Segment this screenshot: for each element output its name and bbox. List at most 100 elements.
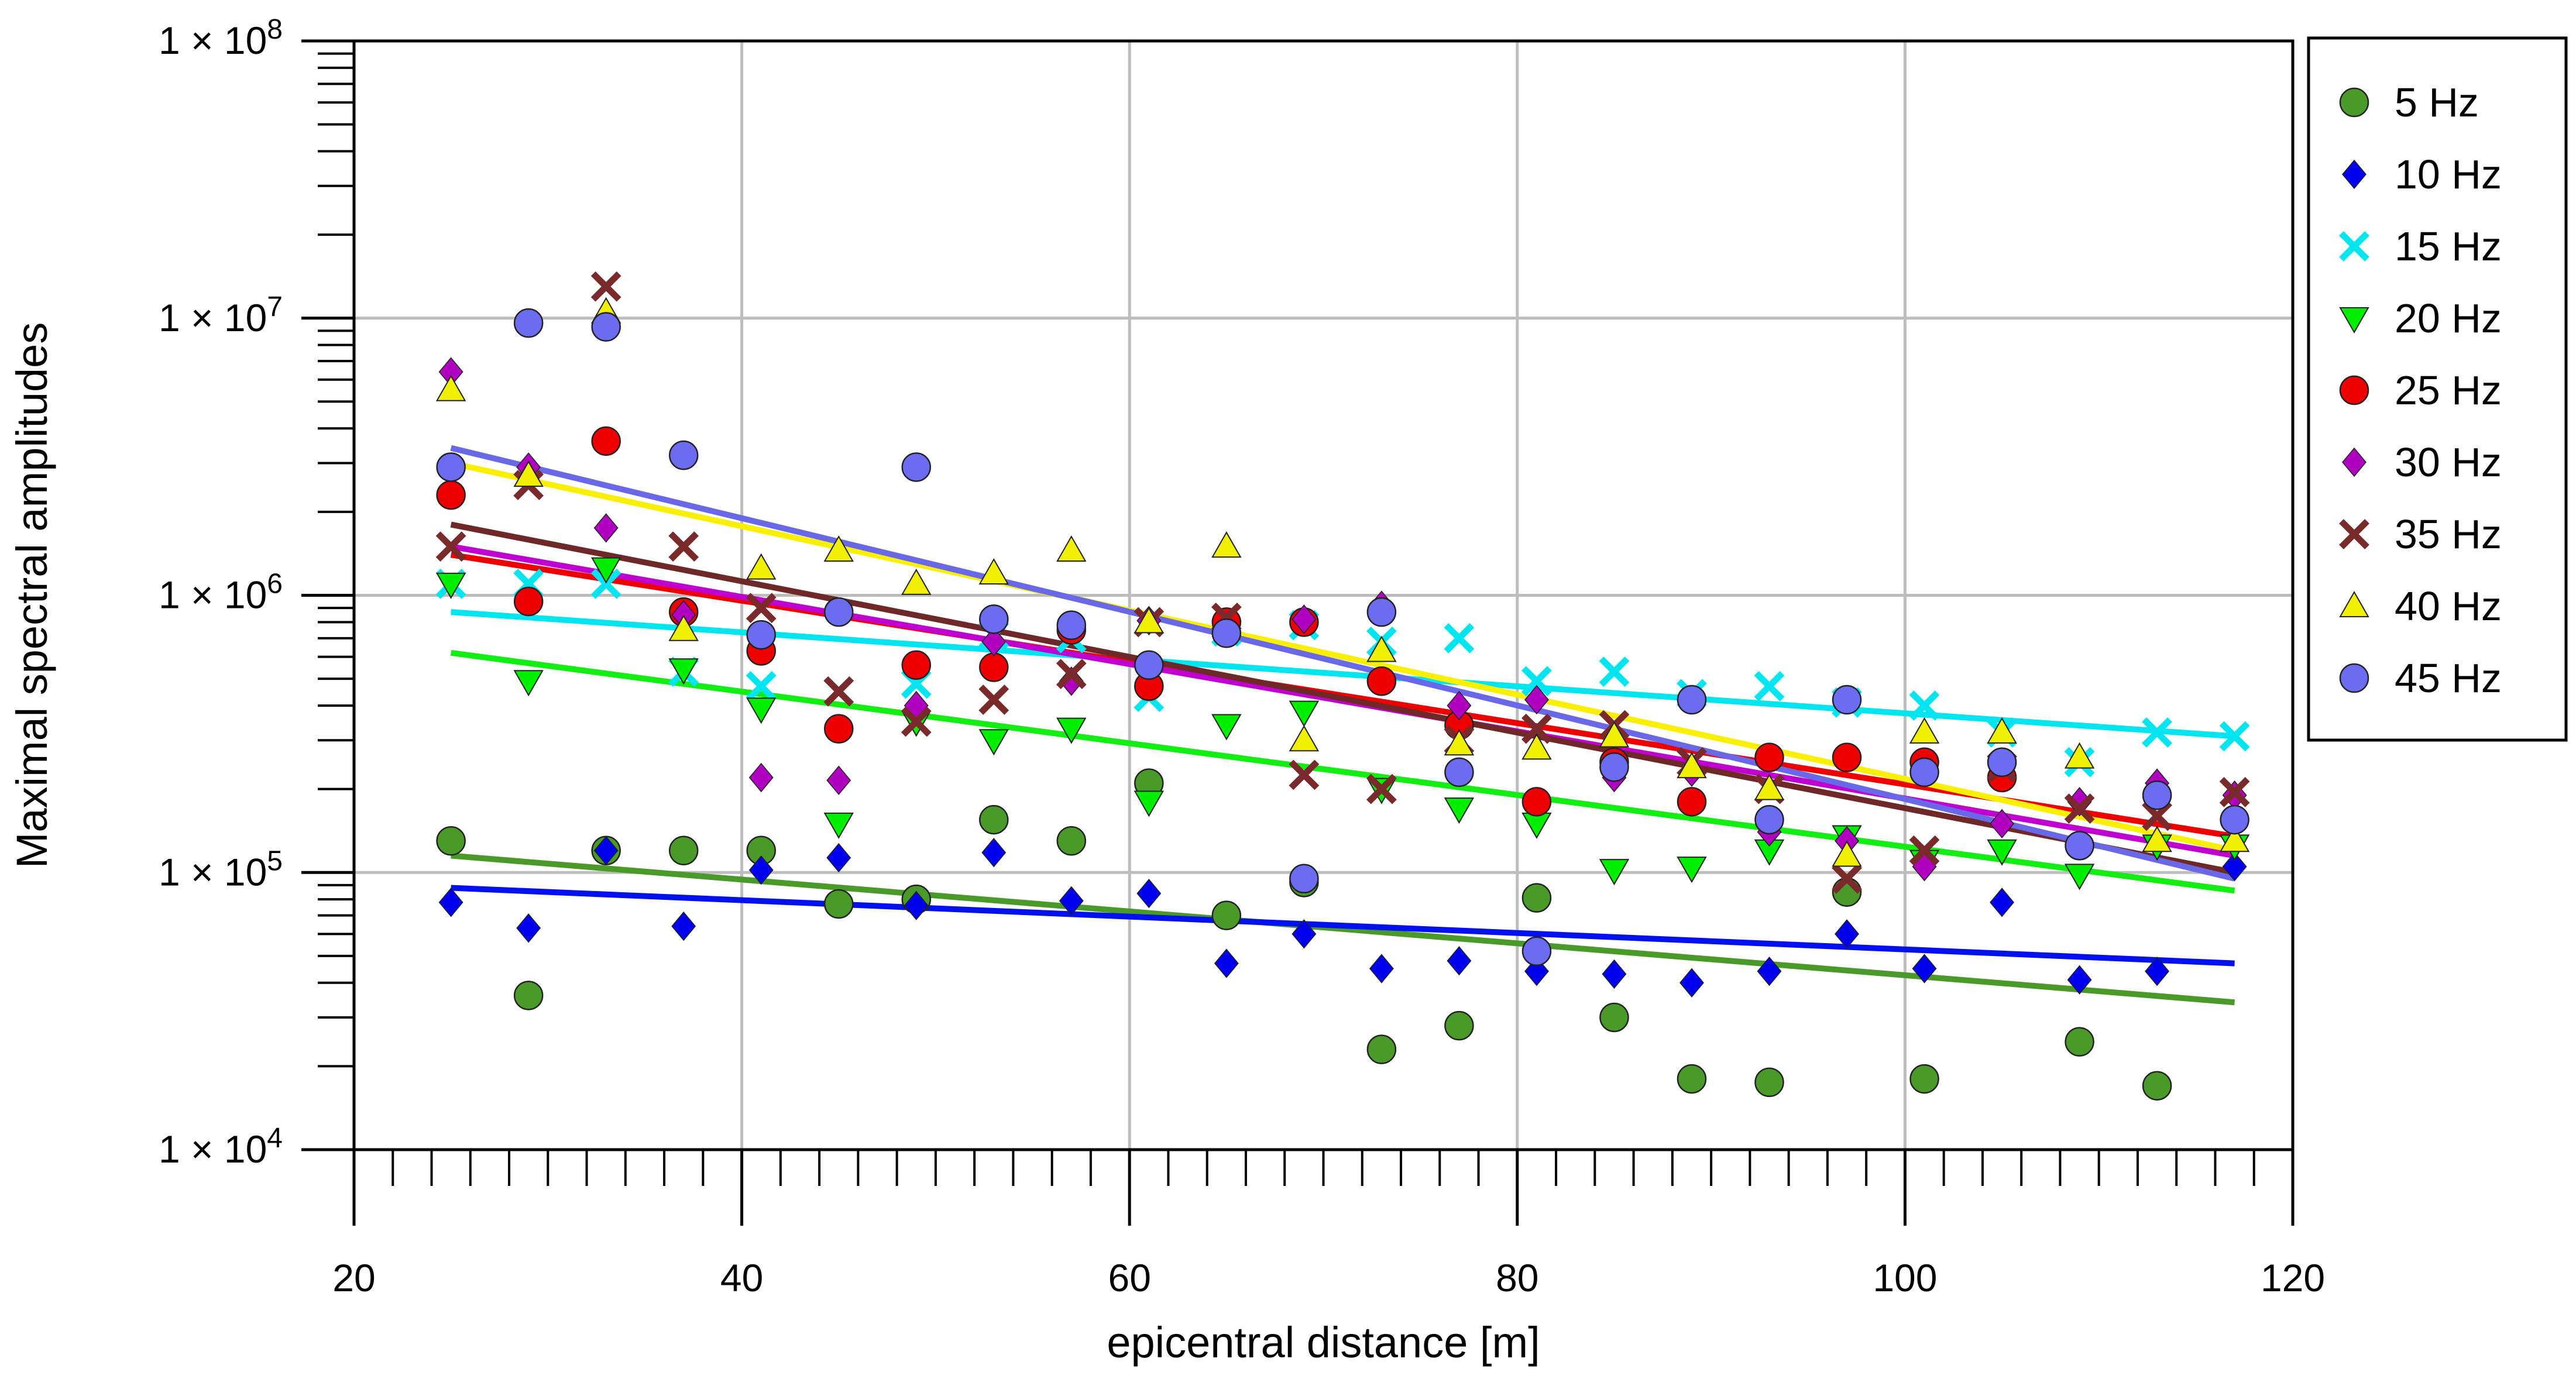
fit-line-35-hz [450,521,2235,876]
point-10-hz [516,913,541,943]
point-25-hz [1832,742,1862,772]
series-40-hz [435,297,2250,867]
point-10-hz [826,842,851,873]
point-10-hz [1059,886,1084,916]
point-5-hz [1909,1064,1939,1094]
point-10-hz [438,888,463,917]
legend-item-10-hz: 10 Hz [2342,152,2502,197]
point-45-hz [1909,757,1939,787]
x-marker-stroke [1056,659,1087,689]
point-45-hz [1134,650,1164,680]
point-35-hz [2219,776,2250,807]
y-tick-label: 1 × 106 [159,569,283,617]
grid [354,41,2293,1150]
point-10-hz [981,838,1007,868]
y-tick-label: 1 × 107 [159,291,283,339]
point-5-hz [1056,826,1087,856]
point-30-hz [748,762,774,793]
point-15-hz [1909,690,1940,721]
axes: 1 × 104 1 × 105 1 × 106 1 × 107 1 × 108 20 40 6… [159,14,2325,1299]
point-30-hz [826,765,851,795]
point-45-hz [2220,804,2249,835]
legend-item-40-hz: 40 Hz [2339,583,2502,629]
point-20-hz [1211,714,1242,741]
point-40-hz [2219,826,2250,852]
point-35-hz [1056,659,1087,689]
point-45-hz [979,604,1009,634]
point-35-hz [746,593,777,624]
point-35-hz [590,271,621,302]
point-35-hz [1289,759,1320,790]
point-40-hz [1289,725,1320,752]
point-10-hz [671,911,696,941]
point-10-hz [1757,956,1782,986]
legend-marker-40-hz [2339,590,2369,617]
point-40-hz [1599,721,1630,748]
point-30-hz [1990,809,2015,838]
point-15-hz [1444,623,1475,654]
legend-item-15-hz: 15 Hz [2339,223,2502,269]
x-marker-stroke [1444,623,1475,654]
point-45-hz [1754,804,1784,835]
point-45-hz [2142,780,2172,810]
point-20-hz [513,670,544,697]
point-25-hz [1677,787,1707,817]
y-tick-label: 1 × 108 [159,14,283,62]
x-marker-stroke [435,531,466,562]
point-35-hz [1832,863,1862,894]
point-10-hz [1136,878,1162,909]
y-tick-label: 1 × 105 [159,845,283,893]
point-30-hz [593,513,619,543]
point-20-hz [746,697,777,724]
point-15-hz [2142,717,2172,748]
point-45-hz [901,452,932,482]
point-20-hz [2064,864,2095,890]
x-marker-stroke [1366,773,1397,804]
point-25-hz [1521,787,1552,817]
point-10-hz [904,890,929,920]
x-marker-stroke [590,569,621,599]
point-45-hz [1599,752,1629,782]
legend-label-5-hz: 5 Hz [2395,80,2479,125]
point-40-hz [1521,733,1552,760]
point-5-hz [1677,1064,1707,1094]
x-marker-stroke [2219,721,2250,752]
point-40-hz [1677,752,1707,779]
point-45-hz [824,597,854,627]
point-40-hz [1366,635,1397,662]
point-10-hz [1447,946,1472,976]
x-marker-stroke [746,593,777,624]
point-10-hz [748,855,774,885]
point-45-hz [1987,747,2017,777]
data-points [435,271,2250,1101]
point-10-hz [593,835,619,865]
point-5-hz [668,835,699,865]
x-marker-stroke [1521,713,1552,744]
point-40-hz [1987,717,2017,744]
point-40-hz [1056,535,1087,562]
point-25-hz [1366,666,1397,696]
point-30-hz [1292,604,1317,634]
point-35-hz [1909,835,1940,866]
point-5-hz [824,889,854,919]
point-5-hz [513,981,544,1010]
legend: 5 Hz 10 Hz 15 Hz 20 Hz 25 Hz 30 Hz 35 Hz 40 Hz 4… [2307,36,2568,742]
x-tick-label: 80 [1496,1256,1538,1299]
point-5-hz [1599,1002,1629,1033]
x-marker-stroke [2219,776,2250,807]
fit-line-10-hz [451,885,2235,967]
legend-label-20-hz: 20 Hz [2395,295,2502,341]
point-45-hz [746,620,776,650]
legend-marker-25-hz [2339,375,2369,405]
point-30-hz [1059,666,1084,696]
fit-line-5-hz [451,852,2235,1006]
point-20-hz [823,812,854,839]
point-45-hz [1211,618,1242,648]
x-tick-label: 100 [1873,1256,1937,1299]
x-marker-stroke [2064,793,2095,824]
point-45-hz [1444,757,1474,787]
point-45-hz [1832,685,1862,715]
point-40-hz [513,460,544,487]
point-25-hz [513,586,544,617]
x-marker-stroke [2339,519,2369,549]
